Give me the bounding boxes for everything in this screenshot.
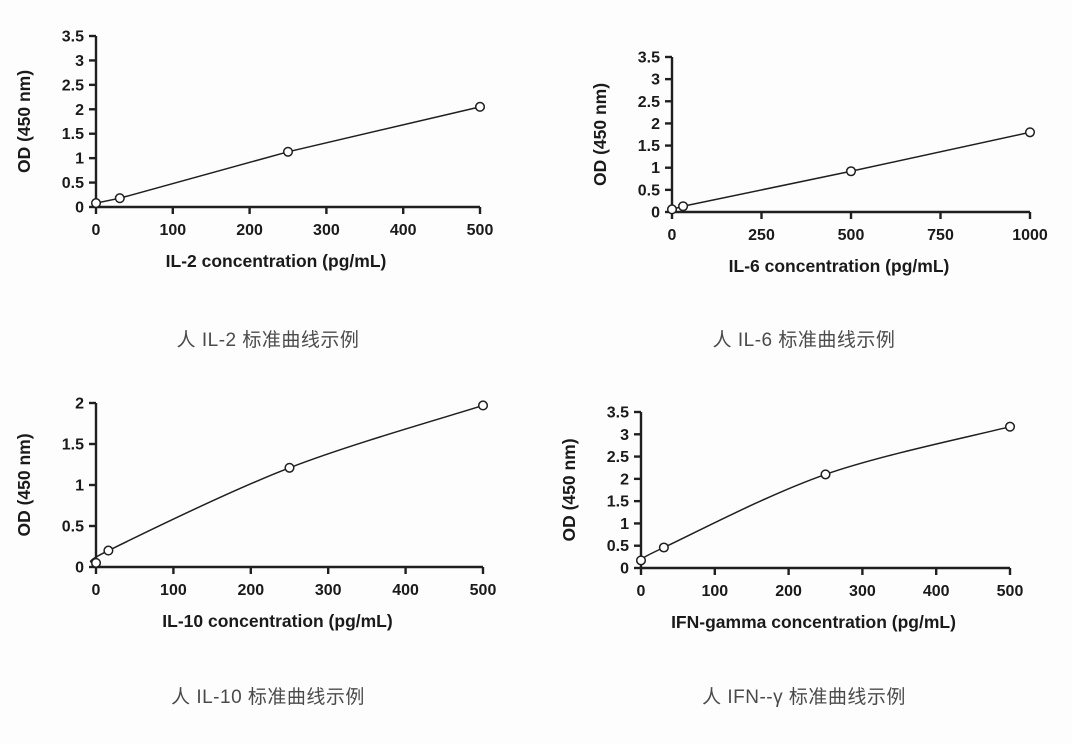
y-tick-label: 1	[75, 478, 84, 495]
y-axis-title: OD (450 nm)	[590, 83, 610, 186]
y-tick-label: 0.5	[62, 519, 84, 536]
il10-standard-curve-figure: 0 0.5 1 1.5 2 0 100 200 300 400 500 IL-10 concentra…	[0, 380, 536, 680]
standard-curve-line	[90, 404, 484, 564]
data-point-marker	[474, 101, 486, 112]
y-axis-title: OD (450 nm)	[559, 438, 579, 541]
y-tick-label: 1.5	[638, 138, 660, 155]
x-axis-title: IL-6 concentration (pg/mL)	[729, 256, 950, 276]
y-tick-label: 1.5	[62, 437, 84, 454]
x-tick-label: 300	[849, 583, 876, 600]
x-tick-label: 750	[927, 227, 954, 244]
x-tick-label: 100	[701, 583, 728, 600]
x-tick-label: 400	[923, 583, 950, 600]
ifn-gamma-chart-caption: 人 IFN--γ 标准曲线示例	[702, 687, 906, 708]
il2-standard-curve-figure: 0 0.5 1 1.5 2 2.5 3 3.5 0 100 200 300 400 500 IL-2 con…	[0, 0, 536, 300]
x-tick-label: 0	[92, 582, 101, 599]
y-tick-label: 3	[651, 72, 660, 89]
y-tick-label: 0	[620, 561, 629, 578]
y-tick-label: 2	[75, 102, 84, 119]
x-tick-label: 1000	[1012, 227, 1048, 244]
data-point-marker	[282, 146, 294, 157]
y-tick-label: 1	[651, 160, 660, 177]
y-tick-label: 2	[75, 396, 84, 413]
y-tick-label: 1	[75, 151, 84, 168]
il10-chart-caption: 人 IL-10 标准曲线示例	[171, 687, 365, 708]
il6-standard-curve-chart: 0 0.5 1 1.5 2 2.5 3 3.5 0 250 500 750 1000 IL-6 conce…	[590, 50, 1048, 277]
x-tick-label: 500	[470, 582, 497, 599]
standard-curve-line	[640, 425, 1011, 562]
data-point-marker	[103, 545, 114, 556]
data-point-marker	[90, 557, 102, 568]
y-tick-label: 1.5	[607, 494, 629, 511]
data-point-marker	[635, 555, 647, 566]
x-tick-label: 200	[236, 222, 263, 239]
y-tick-label: 2.5	[607, 449, 629, 466]
y-tick-label: 0	[651, 205, 660, 222]
y-tick-label: 2	[651, 116, 660, 133]
x-tick-label: 200	[237, 582, 264, 599]
data-point-marker	[1024, 127, 1036, 138]
data-point-marker	[477, 400, 489, 411]
data-point-marker	[114, 193, 125, 204]
x-tick-label: 400	[392, 582, 419, 599]
y-tick-label: 2.5	[638, 94, 660, 111]
y-tick-label: 1	[620, 516, 629, 533]
y-tick-label: 0.5	[607, 538, 629, 555]
data-point-marker	[666, 204, 678, 215]
ifn-gamma-standard-curve-chart: 0 0.5 1 1.5 2 2.5 3 3.5 0 100 200 300 400 500 IFN-gamm…	[559, 405, 1024, 633]
data-point-marker	[678, 201, 689, 212]
y-tick-label: 2	[620, 471, 629, 488]
y-tick-label: 3.5	[607, 405, 629, 422]
y-tick-label: 2.5	[62, 77, 84, 94]
data-point-marker	[845, 166, 857, 177]
ifn-gamma-standard-curve-figure: 0 0.5 1 1.5 2 2.5 3 3.5 0 100 200 300 400 500 IFN-gamm…	[536, 380, 1072, 680]
y-tick-label: 3.5	[638, 50, 660, 67]
standard-curve-line	[95, 106, 481, 204]
y-tick-label: 3.5	[62, 29, 84, 46]
il6-standard-curve-figure: 0 0.5 1 1.5 2 2.5 3 3.5 0 250 500 750 1000 IL-6 conce…	[536, 0, 1072, 300]
x-tick-label: 0	[668, 227, 677, 244]
y-tick-label: 3	[75, 53, 84, 70]
x-axis-title: IFN-gamma concentration (pg/mL)	[671, 612, 956, 632]
y-tick-label: 1.5	[62, 126, 84, 143]
x-tick-label: 400	[390, 222, 417, 239]
y-axis-title: OD (450 nm)	[14, 433, 34, 536]
x-tick-label: 0	[637, 583, 646, 600]
x-tick-label: 500	[467, 222, 494, 239]
x-tick-label: 200	[775, 583, 802, 600]
il2-standard-curve-chart: 0 0.5 1 1.5 2 2.5 3 3.5 0 100 200 300 400 500 IL-2 con…	[14, 29, 494, 272]
y-tick-label: 0	[75, 200, 84, 217]
y-tick-label: 3	[620, 427, 629, 444]
x-tick-label: 500	[838, 227, 865, 244]
x-tick-label: 500	[997, 583, 1024, 600]
data-point-marker	[284, 462, 295, 473]
x-axis-title: IL-10 concentration (pg/mL)	[162, 611, 392, 631]
standard-curve-line	[671, 131, 1031, 211]
data-point-marker	[820, 469, 831, 480]
il6-chart-caption: 人 IL-6 标准曲线示例	[712, 330, 896, 351]
x-tick-label: 250	[748, 227, 775, 244]
x-tick-label: 0	[92, 222, 101, 239]
il10-standard-curve-chart: 0 0.5 1 1.5 2 0 100 200 300 400 500 IL-10 concentra…	[14, 396, 497, 632]
x-axis-title: IL-2 concentration (pg/mL)	[166, 251, 387, 271]
y-axis-title: OD (450 nm)	[14, 70, 34, 173]
y-tick-label: 0.5	[638, 182, 660, 199]
il2-chart-caption: 人 IL-2 标准曲线示例	[176, 330, 360, 351]
x-tick-label: 100	[159, 222, 186, 239]
y-tick-label: 0	[75, 560, 84, 577]
data-point-marker	[658, 542, 669, 553]
y-tick-label: 0.5	[62, 175, 84, 192]
x-tick-label: 300	[315, 582, 342, 599]
data-point-marker	[1004, 421, 1016, 432]
x-tick-label: 300	[313, 222, 340, 239]
data-point-marker	[90, 198, 102, 209]
x-tick-label: 100	[160, 582, 187, 599]
